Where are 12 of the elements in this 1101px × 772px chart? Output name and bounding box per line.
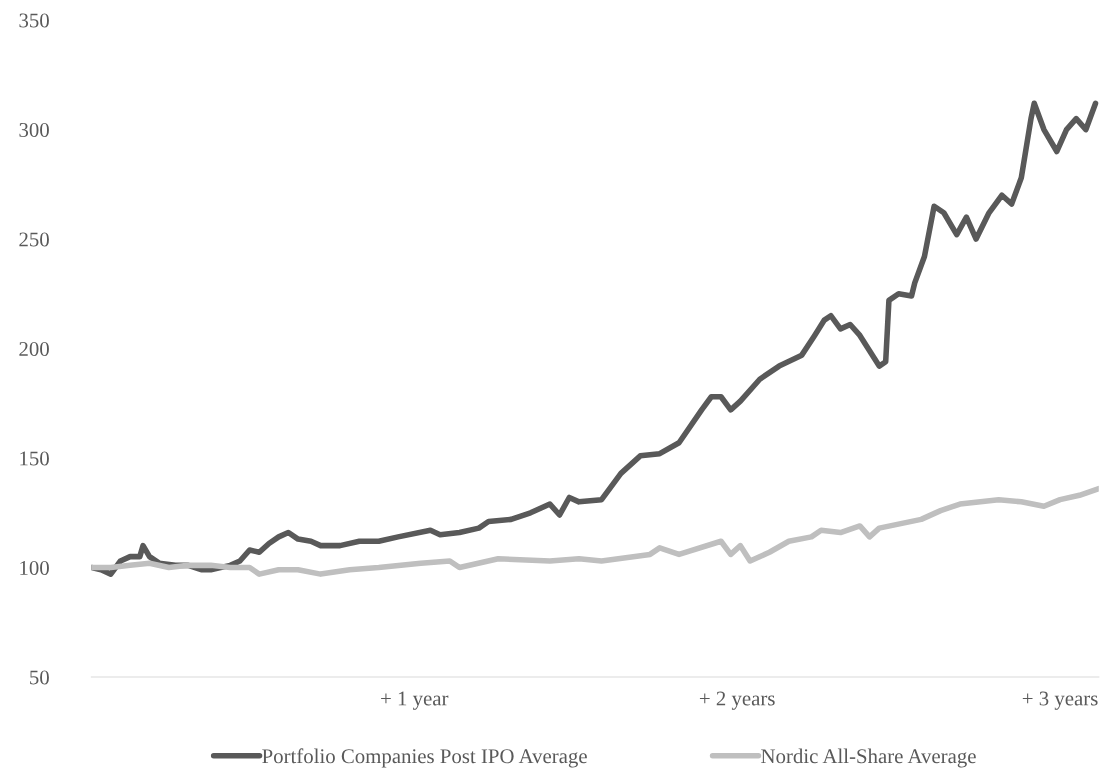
x-tick-label: + 1 year [381, 691, 449, 710]
y-tick-label: 350 [19, 13, 49, 28]
y-tick-label: 100 [20, 560, 49, 575]
y-tick-label: 300 [19, 122, 49, 137]
y-tick-label: 250 [19, 232, 49, 247]
x-tick-label: + 2 years [699, 691, 775, 710]
y-tick-label: 150 [20, 451, 49, 466]
y-tick-label: 50 [30, 670, 49, 685]
legend-label: Nordic All-Share Average [761, 748, 976, 768]
legend-label: Portfolio Companies Post IPO Average [262, 748, 587, 768]
x-tick-label: + 3 years [1022, 691, 1098, 710]
y-tick-label: 200 [19, 341, 49, 356]
